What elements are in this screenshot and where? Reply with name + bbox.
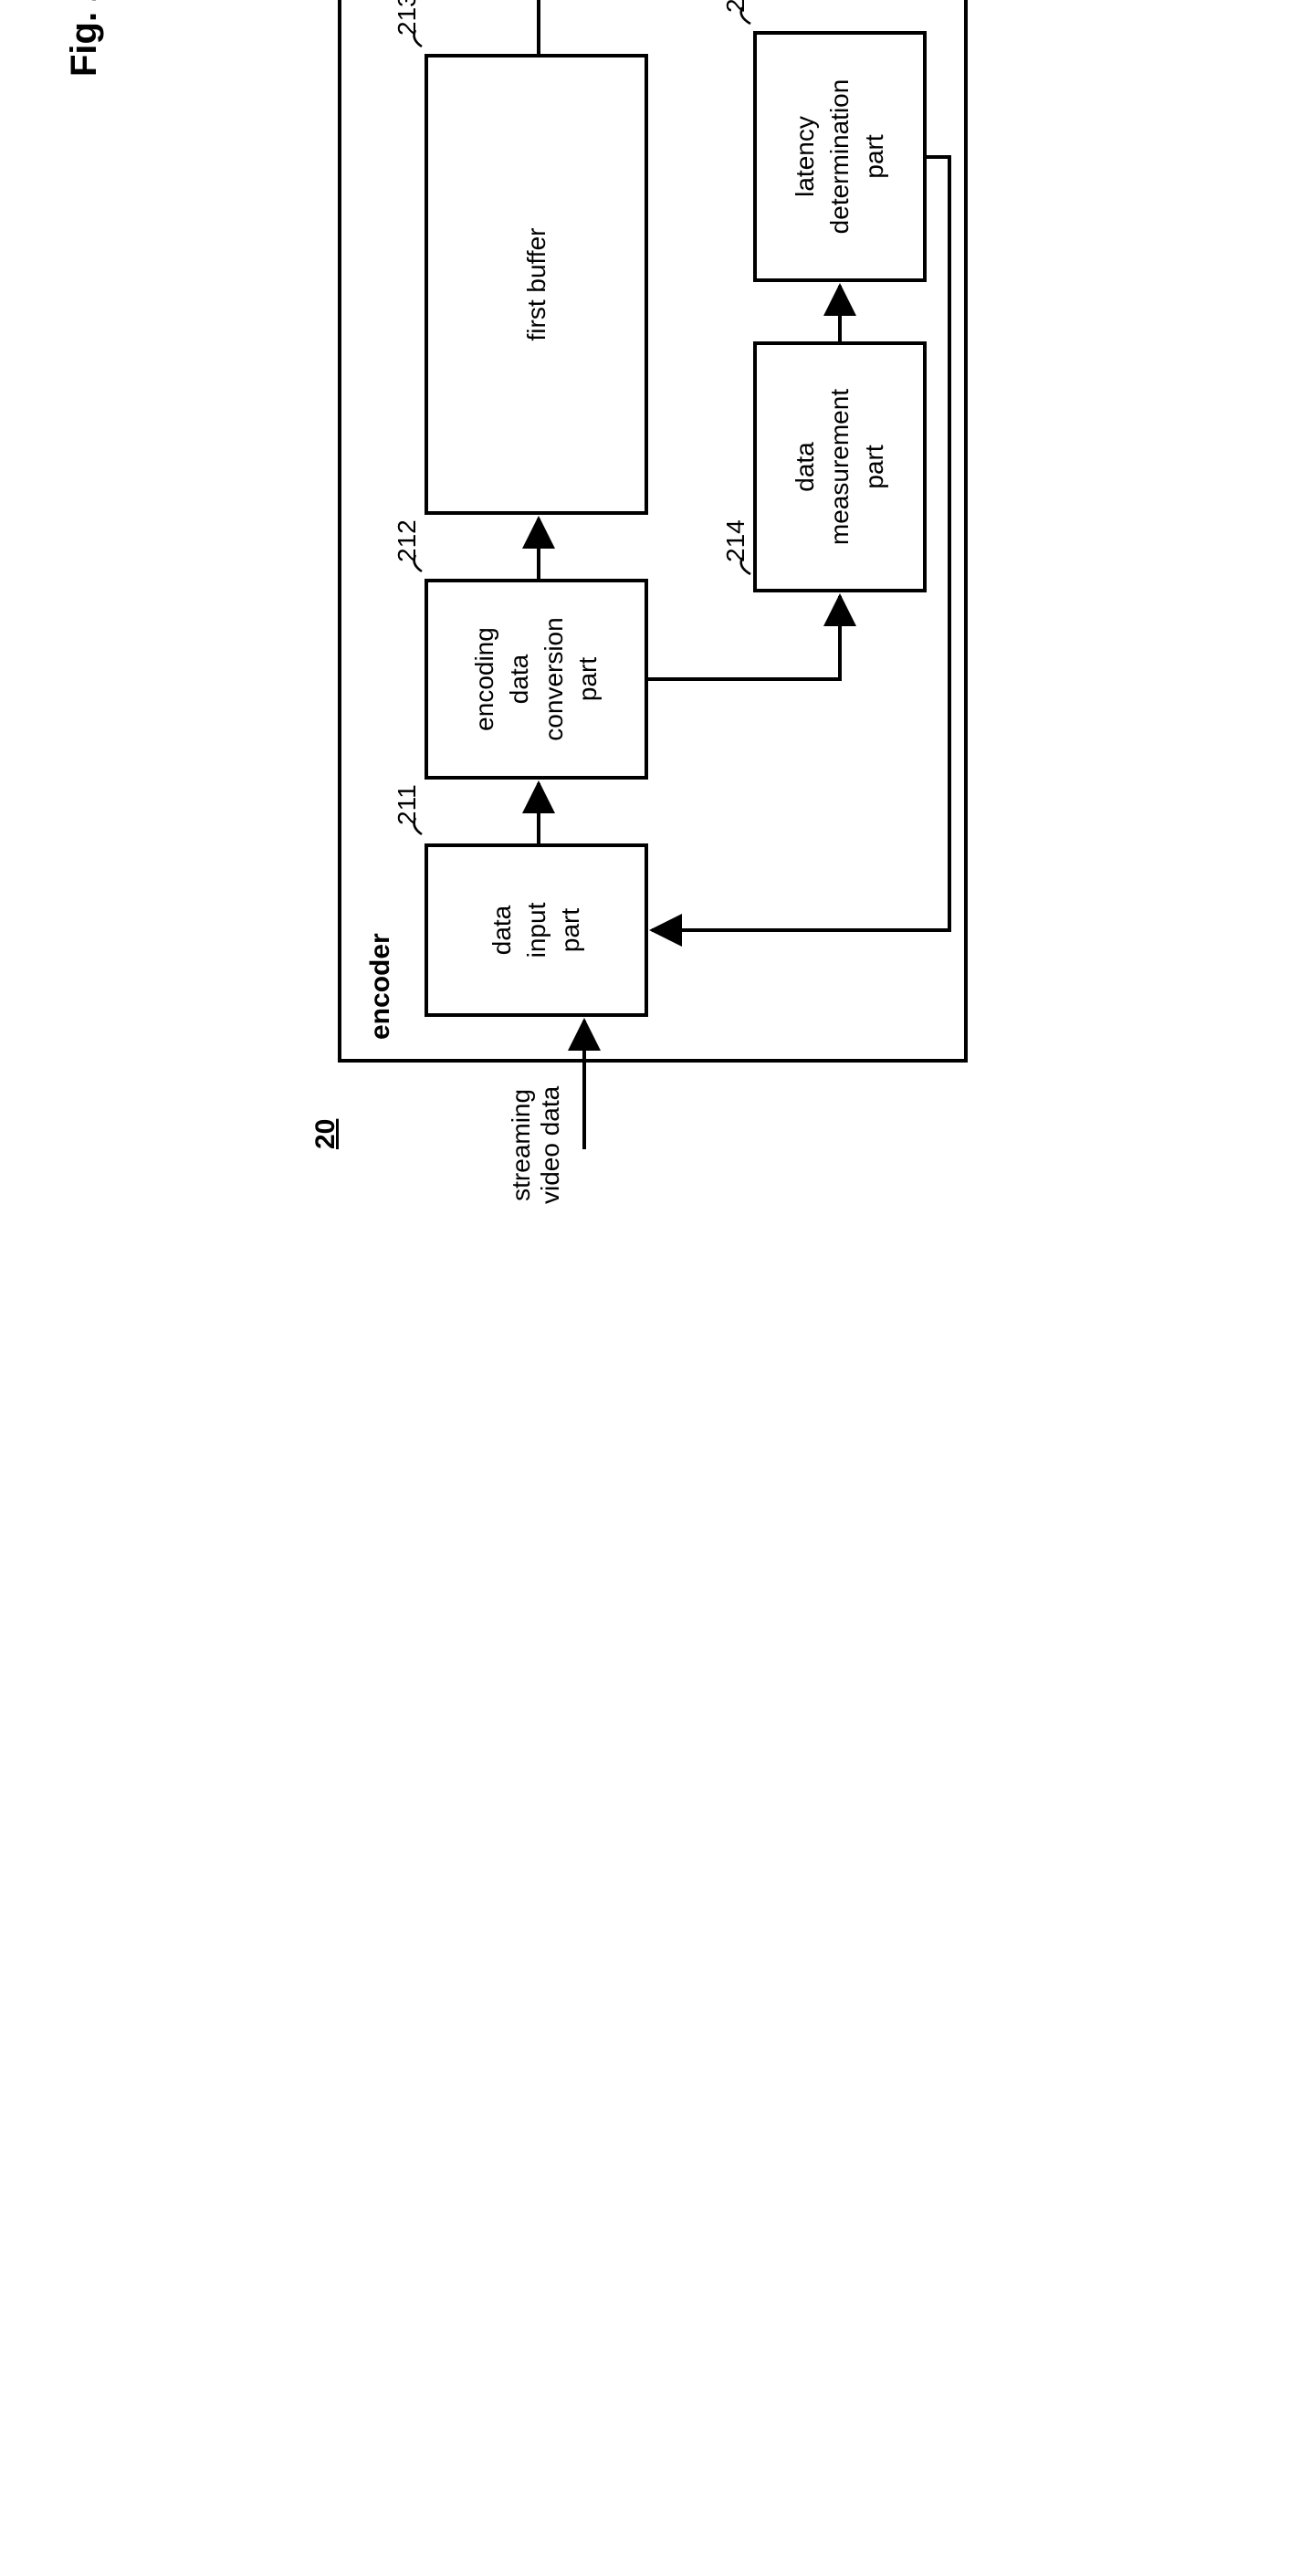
box-latency: latency determination part <box>753 31 927 282</box>
box-data-input-label: data input part <box>485 903 588 958</box>
diagram-canvas: Fig. 2 20 encoder 210 data input part 21… <box>0 0 1300 1300</box>
figure-number: 20 <box>310 1119 341 1149</box>
ref-212: 212 <box>393 519 422 562</box>
box-first-buffer: first buffer <box>425 54 648 515</box>
figure-title: Fig. 2 <box>64 0 105 77</box>
input-label: streaming video data <box>507 1086 565 1204</box>
ref-213: 213 <box>393 0 422 36</box>
ref-214: 214 <box>721 519 750 562</box>
box-first-buffer-label: first buffer <box>519 228 554 341</box>
box-latency-label: latency determination part <box>788 79 891 235</box>
ref-211: 211 <box>393 784 422 825</box>
box-enc-conv-label: encoding data conversion part <box>467 617 605 740</box>
encoder-title: encoder <box>365 933 396 1040</box>
box-measurement: data measurement part <box>753 341 927 592</box>
box-data-input: data input part <box>425 843 648 1017</box>
box-enc-conv: encoding data conversion part <box>425 579 648 780</box>
ref-215: 215 <box>721 0 750 13</box>
box-measurement-label: data measurement part <box>788 389 891 545</box>
